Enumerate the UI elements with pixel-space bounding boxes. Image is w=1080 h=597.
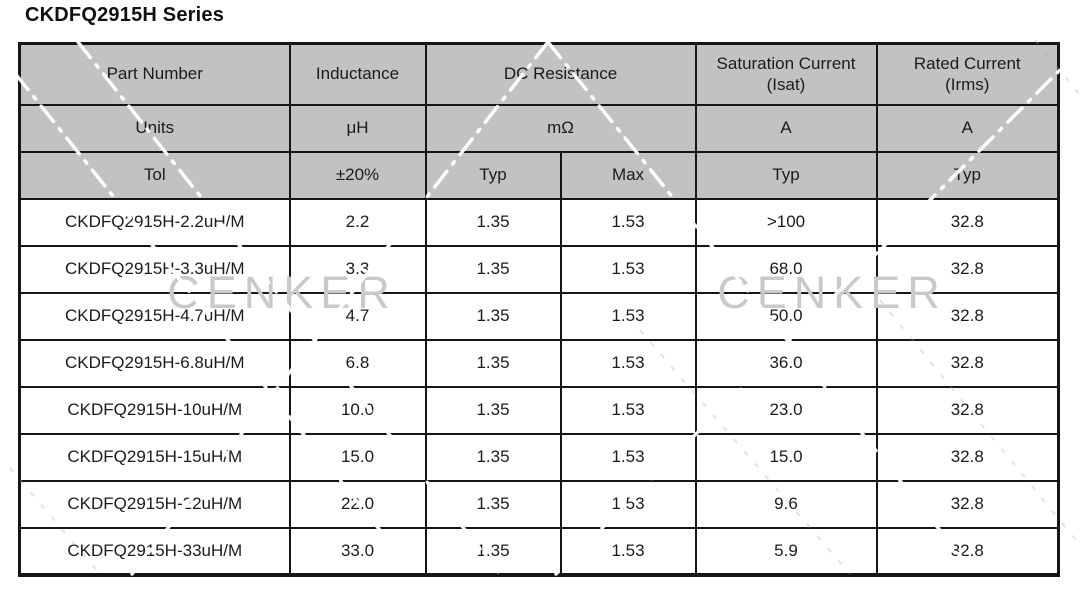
cell-part-number: CKDFQ2915H-10uH/M	[18, 385, 291, 435]
col-header-rated-current: Rated Current (Irms)	[875, 42, 1060, 106]
cell-irms: 32.8	[875, 197, 1060, 247]
header-row: Part Number Inductance DC Resistance Sat…	[18, 42, 1060, 106]
cell-inductance: 22.0	[288, 479, 427, 529]
cell-dcr-max: 1.53	[559, 291, 697, 341]
units-dc-resistance: mΩ	[424, 103, 697, 153]
cell-isat: 15.0	[694, 432, 878, 482]
cell-inductance: 6.8	[288, 338, 427, 388]
rated-current-line1: Rated Current	[913, 54, 1021, 74]
cell-isat: 36.0	[694, 338, 878, 388]
cell-part-number: CKDFQ2915H-33uH/M	[18, 526, 291, 576]
cell-irms: 32.8	[875, 526, 1060, 576]
spec-table: Part Number Inductance DC Resistance Sat…	[18, 42, 1060, 577]
tol-rated: Typ	[875, 150, 1060, 200]
cell-isat: 68.0	[694, 244, 878, 294]
table-row: CKDFQ2915H-10uH/M 10.0 1.35 1.53 23.0 32…	[18, 385, 1060, 435]
col-header-saturation-current: Saturation Current (Isat)	[694, 42, 878, 106]
cell-inductance: 4.7	[288, 291, 427, 341]
cell-isat: >100	[694, 197, 878, 247]
table-row: CKDFQ2915H-4.7uH/M 4.7 1.35 1.53 50.0 32…	[18, 291, 1060, 341]
table-row: CKDFQ2915H-22uH/M 22.0 1.35 1.53 9.6 32.…	[18, 479, 1060, 529]
tolerance-row: Tol ±20% Typ Max Typ Typ	[18, 150, 1060, 200]
cell-dcr-typ: 1.35	[424, 291, 562, 341]
cell-dcr-max: 1.53	[559, 385, 697, 435]
tol-saturation: Typ	[694, 150, 878, 200]
cell-dcr-max: 1.53	[559, 526, 697, 576]
cell-dcr-typ: 1.35	[424, 385, 562, 435]
cell-irms: 32.8	[875, 479, 1060, 529]
rated-current-line2: (Irms)	[945, 75, 990, 95]
tol-dcr-max: Max	[559, 150, 697, 200]
units-row: Units μH mΩ A A	[18, 103, 1060, 153]
page-title: CKDFQ2915H Series	[25, 4, 225, 26]
cell-dcr-typ: 1.35	[424, 479, 562, 529]
table-row: CKDFQ2915H-15uH/M 15.0 1.35 1.53 15.0 32…	[18, 432, 1060, 482]
cell-dcr-max: 1.53	[559, 244, 697, 294]
cell-irms: 32.8	[875, 385, 1060, 435]
cell-dcr-max: 1.53	[559, 432, 697, 482]
cell-irms: 32.8	[875, 291, 1060, 341]
cell-isat: 23.0	[694, 385, 878, 435]
cell-irms: 32.8	[875, 338, 1060, 388]
cell-dcr-typ: 1.35	[424, 338, 562, 388]
col-header-dc-resistance: DC Resistance	[424, 42, 697, 106]
cell-dcr-max: 1.53	[559, 479, 697, 529]
cell-dcr-max: 1.53	[559, 338, 697, 388]
col-header-inductance: Inductance	[288, 42, 427, 106]
cell-irms: 32.8	[875, 244, 1060, 294]
units-saturation: A	[694, 103, 878, 153]
tol-label: Tol	[18, 150, 291, 200]
cell-isat: 50.0	[694, 291, 878, 341]
tol-dcr-typ: Typ	[424, 150, 562, 200]
units-inductance: μH	[288, 103, 427, 153]
saturation-current-line2: (Isat)	[766, 75, 806, 95]
cell-part-number: CKDFQ2915H-22uH/M	[18, 479, 291, 529]
col-header-part-number: Part Number	[18, 42, 291, 106]
table-row: CKDFQ2915H-33uH/M 33.0 1.35 1.53 5.9 32.…	[18, 526, 1060, 576]
cell-inductance: 15.0	[288, 432, 427, 482]
cell-isat: 5.9	[694, 526, 878, 576]
cell-dcr-typ: 1.35	[424, 526, 562, 576]
cell-dcr-typ: 1.35	[424, 432, 562, 482]
cell-dcr-max: 1.53	[559, 197, 697, 247]
units-rated: A	[875, 103, 1060, 153]
cell-irms: 32.8	[875, 432, 1060, 482]
cell-inductance: 10.0	[288, 385, 427, 435]
units-label: Units	[18, 103, 291, 153]
saturation-current-line1: Saturation Current	[716, 54, 856, 74]
table-row: CKDFQ2915H-3.3uH/M 3.3 1.35 1.53 68.0 32…	[18, 244, 1060, 294]
tol-inductance: ±20%	[288, 150, 427, 200]
cell-part-number: CKDFQ2915H-15uH/M	[18, 432, 291, 482]
cell-inductance: 33.0	[288, 526, 427, 576]
cell-part-number: CKDFQ2915H-3.3uH/M	[18, 244, 291, 294]
cell-dcr-typ: 1.35	[424, 197, 562, 247]
cell-dcr-typ: 1.35	[424, 244, 562, 294]
cell-inductance: 2.2	[288, 197, 427, 247]
cell-isat: 9.6	[694, 479, 878, 529]
cell-part-number: CKDFQ2915H-4.7uH/M	[18, 291, 291, 341]
table-row: CKDFQ2915H-6.8uH/M 6.8 1.35 1.53 36.0 32…	[18, 338, 1060, 388]
table-row: CKDFQ2915H-2.2uH/M 2.2 1.35 1.53 >100 32…	[18, 197, 1060, 247]
cell-inductance: 3.3	[288, 244, 427, 294]
cell-part-number: CKDFQ2915H-6.8uH/M	[18, 338, 291, 388]
cell-part-number: CKDFQ2915H-2.2uH/M	[18, 197, 291, 247]
